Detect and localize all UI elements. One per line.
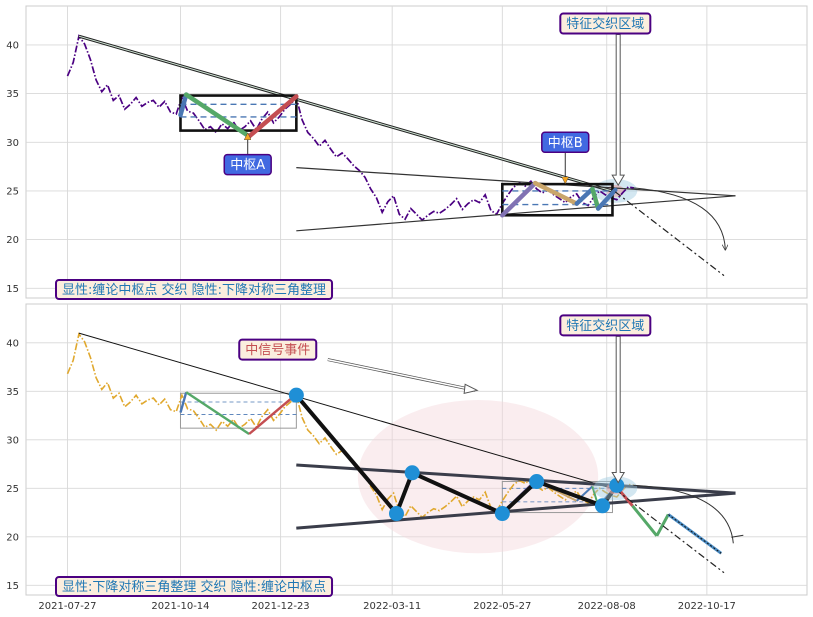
- x-tick-label: 2021-10-14: [151, 601, 209, 612]
- x-tick-label: 2022-05-27: [473, 601, 531, 612]
- panel-caption-box: [55, 576, 334, 597]
- bi-stroke-segment-faint: [248, 393, 298, 435]
- interleave-annotation-label: 特征交织区域: [559, 314, 652, 337]
- y-tick-label: 20: [6, 235, 19, 246]
- bi-stroke-segment: [590, 186, 601, 211]
- signal-event-label-box: [238, 338, 318, 361]
- bi-stroke-segment: [178, 92, 189, 118]
- bi-stroke-segment-faint: [185, 391, 250, 436]
- signal-event-label: 中信号事件: [238, 338, 318, 361]
- bi-stroke-segment: [183, 92, 252, 139]
- y-tick-label: 40: [6, 40, 19, 51]
- interleave-annotation-label-text: 特征交织区域: [566, 318, 644, 334]
- triangle-lower-line: [296, 195, 736, 232]
- zhongshu-label-box: [223, 153, 272, 176]
- interleave-annotation-label: 特征交织区域: [559, 12, 652, 35]
- interleave-annotation-arrow: [611, 335, 626, 484]
- bi-stroke-segment: [595, 187, 618, 211]
- breakdown-stroke-segment: [655, 513, 670, 537]
- panel-caption: 显性:下降对称三角整理 交织 隐性:缠论中枢点: [55, 576, 334, 597]
- zhongshu-label: 中枢A: [223, 153, 272, 176]
- y-tick-label: 15: [6, 284, 19, 295]
- plot-frame: [25, 303, 808, 596]
- bi-stroke-segment: [574, 186, 595, 206]
- bi-stroke-segment: [532, 180, 579, 206]
- x-tick-label: 2022-08-08: [578, 601, 636, 612]
- projection-curve-tail: [731, 534, 744, 538]
- interleave-annotation-label-text: 特征交织区域: [566, 16, 644, 32]
- zhongshu-label-text: 中枢B: [548, 136, 583, 151]
- interleave-annotation-label-box: [559, 314, 652, 337]
- signal-event-label-text: 中信号事件: [245, 343, 310, 358]
- pivot-point-dot: [388, 506, 404, 522]
- x-tick-label: 2021-12-23: [252, 601, 310, 612]
- projection-curve: [633, 484, 734, 544]
- downtrend-line: [78, 332, 616, 490]
- y-tick-label: 20: [6, 532, 19, 543]
- y-tick-label: 35: [6, 387, 19, 398]
- panel-caption: 显性:缠论中枢点 交织 隐性:下降对称三角整理: [55, 279, 334, 300]
- projection-curve-arrow: [633, 187, 725, 250]
- panel-caption-box: [55, 279, 334, 300]
- pivot-point-dot: [288, 387, 304, 403]
- plot-frame: [25, 5, 808, 299]
- y-tick-label: 15: [6, 581, 19, 592]
- x-tick-label: 2021-07-27: [38, 601, 96, 612]
- y-tick-label: 30: [6, 138, 19, 149]
- pivot-point-dot: [529, 474, 545, 490]
- y-tick-label: 30: [6, 435, 19, 446]
- x-tick-label: 2022-10-17: [678, 601, 736, 612]
- zhongshu-box: [501, 182, 614, 217]
- price-series-line: [66, 34, 635, 222]
- zhongshu-label: 中枢B: [541, 131, 590, 154]
- triangle-lower-line: [296, 491, 736, 530]
- event-arrow-inner: [327, 358, 474, 391]
- pivot-point-dot: [404, 465, 420, 481]
- breakdown-stroke-segment: [631, 504, 658, 537]
- interleave-annotation-arrow: [611, 34, 626, 187]
- pivot-point-dot: [594, 498, 610, 514]
- event-arrow-head: [463, 383, 479, 394]
- bi-stroke-segment: [500, 180, 538, 218]
- downtrend-line-inner: [78, 35, 616, 193]
- y-tick-label: 40: [6, 338, 19, 349]
- triangle-upper-line: [296, 167, 736, 197]
- breakdown-stroke-dots: [668, 514, 722, 554]
- bi-stroke-segment-faint: [179, 391, 188, 413]
- panel-caption-text: 显性:下降对称三角整理 交织 隐性:缠论中枢点: [62, 579, 326, 595]
- bi-stroke-segment: [246, 94, 299, 139]
- y-tick-label: 25: [6, 484, 19, 495]
- y-tick-label: 25: [6, 186, 19, 197]
- interleave-annotation-label-box: [559, 12, 652, 35]
- y-tick-label: 35: [6, 89, 19, 100]
- zhongshu-label-box: [541, 131, 590, 154]
- pivot-point-dot: [494, 506, 510, 522]
- x-tick-label: 2022-03-11: [363, 601, 421, 612]
- zhongshu-label-text: 中枢A: [230, 158, 265, 173]
- panel-caption-text: 显性:缠论中枢点 交织 隐性:下降对称三角整理: [62, 282, 326, 298]
